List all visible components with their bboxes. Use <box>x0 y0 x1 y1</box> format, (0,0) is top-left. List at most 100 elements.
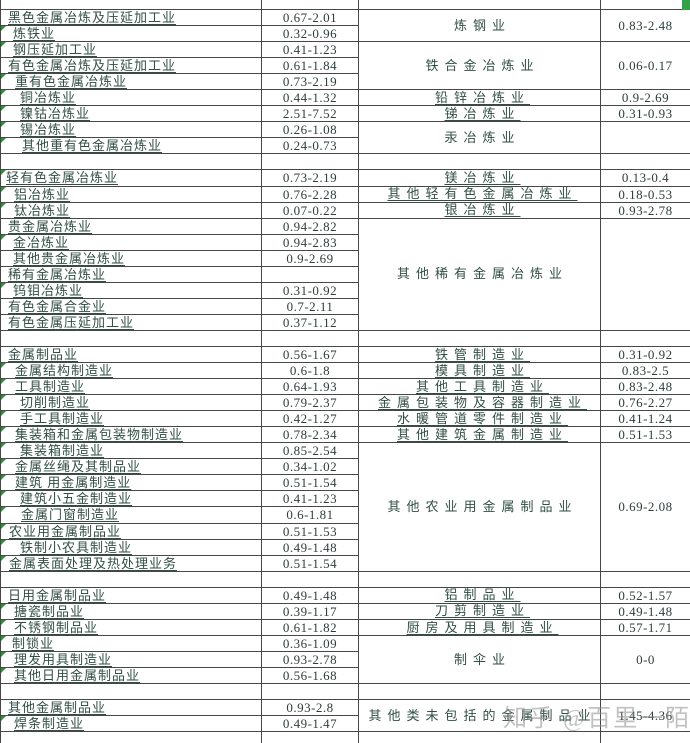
group-industry-cell[interactable]: 其他农业用金属制品业 <box>359 443 601 572</box>
value-cell[interactable]: 0.32-0.96 <box>262 26 359 43</box>
industry-cell[interactable]: 钢压延加工业 <box>1 42 262 59</box>
group-value-cell[interactable]: 0.06-0.17 <box>601 42 690 91</box>
group-value-cell[interactable]: 0.83-2.48 <box>601 10 690 43</box>
industry-cell[interactable]: 制锁业 <box>1 635 262 652</box>
group-value-cell[interactable]: 0.31-0.92 <box>601 347 690 364</box>
group-industry-cell[interactable]: 银冶炼业 <box>359 202 601 219</box>
group-industry-cell[interactable]: 制伞业 <box>359 635 601 684</box>
value-cell[interactable]: 0.94-2.83 <box>262 234 359 251</box>
industry-cell[interactable]: 工具制造业 <box>1 379 262 396</box>
group-industry-cell[interactable]: 其他稀有金属冶炼业 <box>359 218 601 331</box>
industry-cell[interactable] <box>1 683 262 701</box>
group-industry-cell[interactable]: 铁管制造业 <box>359 346 601 364</box>
value-cell[interactable]: 0.51-1.54 <box>262 555 359 572</box>
group-value-cell[interactable] <box>601 154 690 171</box>
value-cell[interactable]: 0.49-1.47 <box>262 716 359 733</box>
industry-cell[interactable]: 黑色金属冶炼及压延加工业 <box>1 10 262 27</box>
value-cell[interactable]: 0.64-1.93 <box>262 379 359 396</box>
value-cell[interactable]: 0.93-2.78 <box>262 651 359 668</box>
industry-cell[interactable]: 有色金属合金业 <box>1 298 262 315</box>
industry-cell[interactable]: 铁制小农具制造业 <box>1 539 262 556</box>
industry-cell[interactable]: 炼铁业 <box>1 26 262 43</box>
industry-cell[interactable] <box>1 571 262 588</box>
industry-cell[interactable]: 有色金属冶炼及压延加工业 <box>1 58 262 75</box>
group-industry-cell[interactable]: 炼钢业 <box>359 10 601 43</box>
value-cell[interactable]: 0.34-1.02 <box>262 459 359 476</box>
value-cell[interactable]: 0.9-2.69 <box>262 250 359 267</box>
value-cell[interactable] <box>262 154 359 171</box>
industry-cell[interactable]: 锡冶炼业 <box>1 122 262 139</box>
group-value-cell[interactable] <box>601 122 690 155</box>
group-industry-cell[interactable]: 厨房及用具制造业 <box>359 619 601 636</box>
value-cell[interactable]: 0.61-1.84 <box>262 58 359 75</box>
group-industry-cell[interactable]: 镁冶炼业 <box>359 170 601 187</box>
group-value-cell[interactable]: 0-0 <box>601 636 690 684</box>
industry-cell[interactable]: 铜冶炼业 <box>1 90 262 107</box>
group-value-cell[interactable] <box>601 331 690 347</box>
group-industry-cell[interactable]: 铝制品业 <box>359 587 601 604</box>
value-cell[interactable]: 0.76-2.28 <box>262 186 359 203</box>
value-cell[interactable]: 0.41-1.23 <box>262 42 359 59</box>
group-value-cell[interactable]: 0.41-1.24 <box>601 411 690 428</box>
industry-cell[interactable]: 焊条制造业 <box>1 716 262 733</box>
value-cell[interactable] <box>262 571 359 588</box>
industry-cell[interactable]: 手工具制造业 <box>1 411 262 428</box>
value-cell[interactable]: 0.78-2.34 <box>262 427 359 444</box>
group-value-cell[interactable]: 0.18-0.53 <box>601 187 690 203</box>
group-industry-cell[interactable]: 其他工具制造业 <box>359 379 601 396</box>
value-cell[interactable]: 0.6-1.8 <box>262 363 359 380</box>
value-cell[interactable]: 2.51-7.52 <box>262 106 359 123</box>
industry-cell[interactable]: 稀有金属冶炼业 <box>1 266 262 283</box>
industry-cell[interactable]: 集装箱制造业 <box>1 443 262 460</box>
group-value-cell[interactable]: 0.51-1.53 <box>601 427 690 444</box>
group-industry-cell[interactable]: 其他建筑金属制造业 <box>359 427 601 444</box>
industry-cell[interactable]: 其他日用金属制品业 <box>1 667 262 684</box>
group-value-cell[interactable] <box>601 219 690 331</box>
value-cell[interactable]: 0.93-2.8 <box>262 700 359 717</box>
industry-cell[interactable]: 钛冶炼业 <box>1 202 262 219</box>
group-industry-cell[interactable]: 汞冶炼业 <box>359 122 601 155</box>
group-value-cell[interactable]: 1.45-4.36 <box>601 700 690 733</box>
industry-cell[interactable] <box>1 330 262 347</box>
group-value-cell[interactable]: 0.13-0.4 <box>601 170 690 187</box>
group-industry-cell[interactable]: 水暖管道零件制造业 <box>359 411 601 428</box>
value-cell[interactable]: 0.07-0.22 <box>262 202 359 219</box>
value-cell[interactable]: 0.79-2.37 <box>262 395 359 412</box>
value-cell[interactable]: 0.51-1.54 <box>262 475 359 492</box>
industry-cell[interactable]: 重有色金属冶炼业 <box>1 74 262 91</box>
value-cell[interactable]: 0.6-1.81 <box>262 507 359 524</box>
group-value-cell[interactable]: 0.76-2.27 <box>601 395 690 412</box>
industry-cell[interactable]: 理发用具制造业 <box>1 651 262 668</box>
value-cell[interactable]: 0.56-1.68 <box>262 667 359 684</box>
value-cell[interactable]: 0.85-2.54 <box>262 443 359 460</box>
value-cell[interactable]: 0.26-1.08 <box>262 122 359 139</box>
group-industry-cell[interactable] <box>359 330 601 347</box>
value-cell[interactable]: 0.51-1.53 <box>262 523 359 540</box>
value-cell[interactable]: 0.49-1.48 <box>262 539 359 556</box>
group-value-cell[interactable]: 0.52-1.57 <box>601 588 690 604</box>
group-value-cell[interactable]: 0.9-2.69 <box>601 90 690 107</box>
value-cell[interactable]: 0.37-1.12 <box>262 314 359 331</box>
value-cell[interactable]: 0.42-1.27 <box>262 411 359 428</box>
industry-cell[interactable]: 金属丝绳及其制品业 <box>1 459 262 476</box>
group-industry-cell[interactable]: 其他轻有色金属冶炼业 <box>359 186 601 203</box>
group-industry-cell[interactable]: 模具制造业 <box>359 363 601 380</box>
value-cell[interactable]: 0.31-0.92 <box>262 282 359 299</box>
industry-cell[interactable]: 金属结构制造业 <box>1 363 262 380</box>
value-cell[interactable]: 0.49-1.48 <box>262 587 359 604</box>
value-cell[interactable]: 0.73-2.19 <box>262 170 359 187</box>
value-cell[interactable]: 0.94-2.82 <box>262 218 359 235</box>
value-cell[interactable] <box>262 266 359 283</box>
value-cell[interactable]: 0.24-0.73 <box>262 138 359 155</box>
industry-cell[interactable]: 不锈钢制品业 <box>1 619 262 636</box>
industry-cell[interactable]: 铝冶炼业 <box>1 186 262 203</box>
group-value-cell[interactable]: 0.31-0.93 <box>601 106 690 123</box>
value-cell[interactable]: 0.67-2.01 <box>262 10 359 27</box>
industry-cell[interactable]: 搪瓷制品业 <box>1 603 262 620</box>
group-industry-cell[interactable] <box>359 683 601 701</box>
industry-cell[interactable]: 建筑 用金属制造业 <box>1 475 262 492</box>
value-cell[interactable]: 0.39-1.17 <box>262 603 359 620</box>
value-cell[interactable]: 0.7-2.11 <box>262 298 359 315</box>
industry-cell[interactable]: 金属门窗制造业 <box>1 507 262 524</box>
group-value-cell[interactable] <box>601 684 690 701</box>
